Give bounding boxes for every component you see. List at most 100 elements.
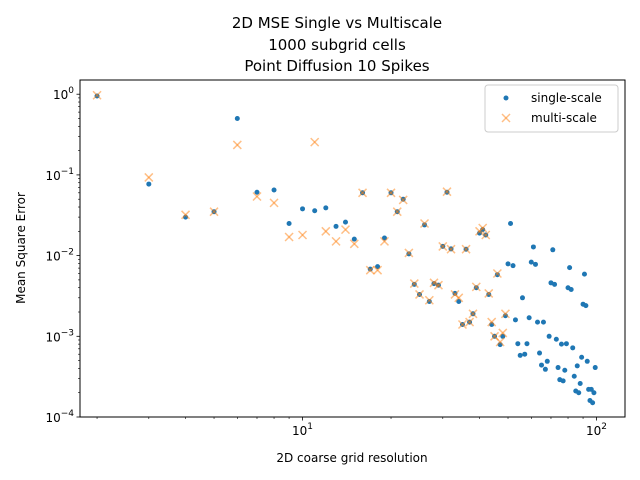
multi-scale-point [498,328,508,338]
multi-scale-point [349,239,359,249]
single-scale-point [254,189,260,195]
single-scale-point [558,341,564,347]
title-line-1: 2D MSE Single vs Multiscale [232,14,442,32]
single-scale-point [592,365,598,371]
legend-label-single-scale: single-scale [531,91,602,105]
single-scale-point [342,219,348,225]
single-scale-point [456,298,462,304]
multi-scale-point [461,244,471,254]
multi-scale-point [298,230,308,240]
single-scale-point [553,336,559,342]
multi-scale-point [457,319,468,330]
single-scale-point [568,287,574,293]
multi-scale-point [144,172,154,182]
multi-scale-point [181,210,191,220]
single-scale-point [526,315,532,321]
single-scale-point [539,362,545,368]
single-scale-point [567,265,573,271]
multi-scale-point [269,198,279,208]
single-scale-point [517,352,523,358]
single-scale-point [234,116,240,122]
single-scale-point [574,363,580,369]
y-tick-label: 10−4 [45,409,74,425]
multi-scale-point [487,317,497,327]
single-scale-point [426,298,432,304]
multi-scale-point [331,236,341,246]
x-axis: 101 102 [96,417,607,438]
single-scale-point [550,247,556,253]
plot-frame [79,79,626,418]
multi-scale-point [429,278,439,288]
multi-scale-point [92,90,102,100]
single-scale-point [524,341,530,347]
multi-scale-point [454,293,464,303]
title-line-3: Point Diffusion 10 Spikes [244,57,429,75]
y-axis: 10−4 10−3 10−2 10−1 100 [45,86,80,425]
multi-scale-point [424,295,434,305]
single-scale-point [286,220,292,226]
single-scale-point [577,381,583,387]
single-scale-point [571,373,577,379]
single-scale-point [570,345,576,351]
x-tick-label: 101 [292,422,313,438]
single-scale-point [300,206,306,212]
single-scale-point [494,272,500,278]
multi-scale-point [465,317,475,327]
single-scale-point [323,205,329,211]
single-scale-point [581,271,587,277]
single-scale-point [583,303,589,309]
multi-scale-point [484,288,494,298]
multi-scale-point [321,226,331,236]
chart-title: 2D MSE Single vs Multiscale 1000 subgrid… [232,14,442,75]
single-scale-point [515,341,521,347]
single-scale-point [512,317,518,323]
multi-scale-point [433,280,443,290]
single-scale-point [588,386,594,392]
single-scale-point [508,220,514,226]
multi-scale-point [414,289,425,299]
multi-scale-point [468,309,478,319]
x-axis-label: 2D coarse grid resolution [276,451,427,465]
legend: single-scale multi-scale [484,84,619,133]
multi-scale-point [209,207,219,217]
multi-scale-point [365,265,375,275]
single-scale-point [532,261,538,267]
multi-scale-point [481,230,491,240]
multi-scale-point [252,191,262,202]
multi-scale-point [442,187,452,197]
single-scale-point [333,223,339,229]
single-scale-point [528,259,534,265]
multi-scale-point [386,188,396,198]
y-axis-label: Mean Square Error [14,192,28,304]
multi-scale-point [438,241,448,251]
single-scale-point [584,358,590,364]
single-scale-point [351,236,357,242]
multi-scale-point [398,195,408,205]
single-scale-point [546,333,552,339]
multi-scale-point [284,232,294,242]
single-scale-point [271,187,277,193]
series-layer [92,90,598,406]
multi-scale-point [419,218,430,229]
single-scale-point [552,281,558,287]
single-scale-point [563,341,569,347]
single-scale-point [540,319,546,325]
legend-box [484,84,619,133]
y-tick-label: 10−3 [45,328,74,344]
single-scale-point [560,378,566,384]
x-tick-label: 102 [586,422,607,438]
single-scale-point [422,222,428,228]
legend-marker-single-scale [503,95,509,101]
single-scale-point [579,354,585,360]
multi-scale-point [373,265,383,275]
title-line-2: 1000 subgrid cells [268,36,406,54]
multi-scale-point [446,244,456,254]
single-scale-point [590,400,596,406]
multi-scale-point [310,137,320,147]
multi-scale-point [358,188,368,198]
y-tick-label: 10−2 [45,248,74,264]
multi-scale-point [392,207,402,217]
single-scale-point [519,295,525,301]
multi-scale-point [500,309,510,319]
